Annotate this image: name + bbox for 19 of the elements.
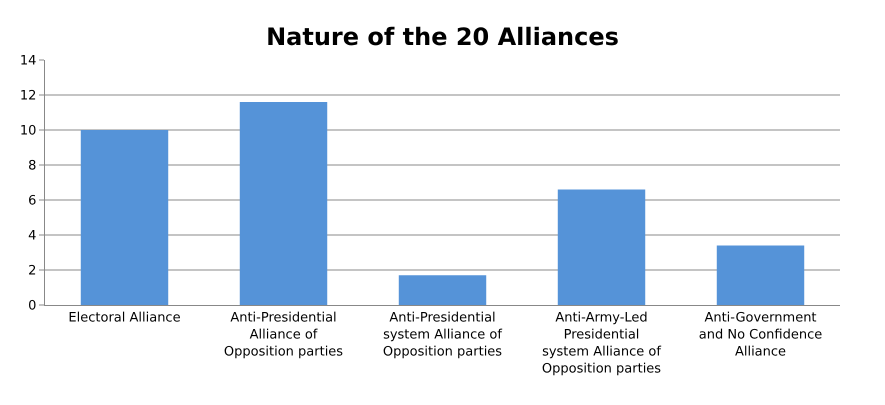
chart-title: Nature of the 20 Alliances <box>266 23 619 52</box>
y-tick-label: 14 <box>20 54 36 69</box>
x-tick-label: Anti-Presidential system Alliance of Opposition parties <box>382 310 502 360</box>
bar <box>240 102 328 305</box>
y-tick-label: 0 <box>28 298 36 314</box>
x-tick-label: Electoral Alliance <box>68 310 181 326</box>
x-tick-label: Anti-Army-Led Presidential system Alliance of Opposition parties <box>542 310 662 376</box>
x-tick-label: Anti-Presidential Alliance of Opposition parties <box>224 310 344 360</box>
y-tick-label: 12 <box>20 88 36 104</box>
y-tick-label: 10 <box>20 124 36 139</box>
bar <box>716 246 804 305</box>
bar <box>398 275 486 305</box>
y-tick-label: 8 <box>28 158 36 174</box>
y-tick-label: 2 <box>28 264 36 279</box>
bar <box>558 190 646 305</box>
bar <box>80 130 168 305</box>
y-tick-label: 4 <box>28 228 36 244</box>
y-tick-label: 6 <box>28 194 36 209</box>
x-tick-label: Anti-Government and No Confidence Alliance <box>698 310 822 360</box>
